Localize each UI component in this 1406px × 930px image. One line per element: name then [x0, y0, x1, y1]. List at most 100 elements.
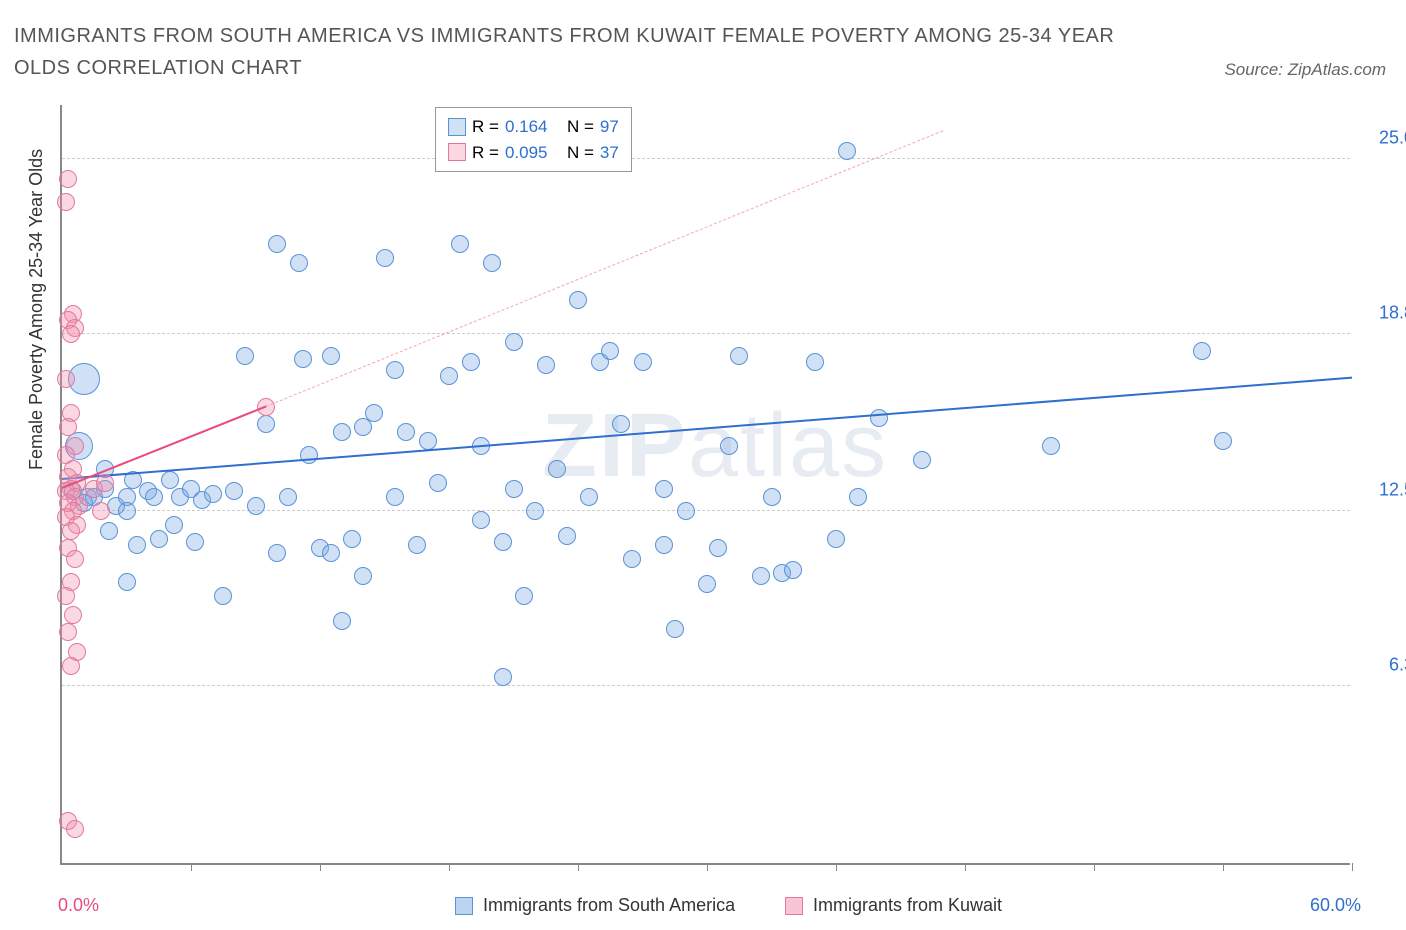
legend-r-value: 0.095 — [505, 140, 561, 166]
y-tick-label: 25.0% — [1360, 128, 1406, 149]
legend-swatch — [785, 897, 803, 915]
data-point — [268, 544, 286, 562]
chart-title: IMMIGRANTS FROM SOUTH AMERICA VS IMMIGRA… — [14, 20, 1134, 84]
x-tick — [1223, 863, 1224, 871]
data-point — [354, 567, 372, 585]
data-point — [204, 485, 222, 503]
data-point — [1214, 432, 1232, 450]
data-point — [322, 544, 340, 562]
x-tick — [1352, 863, 1353, 871]
legend-series-label: Immigrants from Kuwait — [813, 895, 1002, 916]
data-point — [128, 536, 146, 554]
data-point — [62, 325, 80, 343]
data-point — [118, 502, 136, 520]
watermark: ZIPatlas — [542, 395, 888, 498]
x-tick — [578, 863, 579, 871]
data-point — [429, 474, 447, 492]
x-axis-min-label: 0.0% — [58, 895, 99, 916]
data-point — [494, 668, 512, 686]
x-tick — [836, 863, 837, 871]
data-point — [62, 522, 80, 540]
data-point — [655, 480, 673, 498]
data-point — [913, 451, 931, 469]
trend-line — [62, 377, 1352, 480]
data-point — [451, 235, 469, 253]
legend-swatch — [455, 897, 473, 915]
data-point — [290, 254, 308, 272]
data-point — [247, 497, 265, 515]
plot-area: ZIPatlas 6.3%12.5%18.8%25.0% — [60, 105, 1350, 865]
data-point — [784, 561, 802, 579]
data-point — [752, 567, 770, 585]
data-point — [161, 471, 179, 489]
y-tick-label: 6.3% — [1360, 654, 1406, 675]
data-point — [322, 347, 340, 365]
gridline — [62, 158, 1350, 159]
legend-n-value: 37 — [600, 140, 619, 166]
y-axis-title: Female Poverty Among 25-34 Year Olds — [26, 149, 47, 470]
data-point — [720, 437, 738, 455]
data-point — [526, 502, 544, 520]
x-tick — [320, 863, 321, 871]
data-point — [462, 353, 480, 371]
gridline — [62, 333, 1350, 334]
data-point — [268, 235, 286, 253]
data-point — [601, 342, 619, 360]
data-point — [870, 409, 888, 427]
legend-r-value: 0.164 — [505, 114, 561, 140]
bottom-legend-item: Immigrants from Kuwait — [785, 895, 1002, 916]
source-label: Source: ZipAtlas.com — [1224, 60, 1386, 80]
data-point — [225, 482, 243, 500]
data-point — [558, 527, 576, 545]
legend-swatch — [448, 143, 466, 161]
data-point — [66, 820, 84, 838]
data-point — [397, 423, 415, 441]
data-point — [580, 488, 598, 506]
data-point — [59, 418, 77, 436]
data-point — [294, 350, 312, 368]
x-tick — [965, 863, 966, 871]
x-tick — [449, 863, 450, 871]
data-point — [494, 533, 512, 551]
data-point — [537, 356, 555, 374]
data-point — [1042, 437, 1060, 455]
data-point — [214, 587, 232, 605]
data-point — [145, 488, 163, 506]
data-point — [419, 432, 437, 450]
data-point — [300, 446, 318, 464]
data-point — [376, 249, 394, 267]
data-point — [386, 361, 404, 379]
data-point — [827, 530, 845, 548]
x-axis-max-label: 60.0% — [1310, 895, 1361, 916]
y-tick-label: 12.5% — [1360, 480, 1406, 501]
legend-n-label: N = — [567, 140, 594, 166]
data-point — [569, 291, 587, 309]
legend-r-label: R = — [472, 114, 499, 140]
x-tick — [191, 863, 192, 871]
gridline — [62, 685, 1350, 686]
data-point — [62, 657, 80, 675]
data-point — [806, 353, 824, 371]
legend-r-label: R = — [472, 140, 499, 166]
data-point — [548, 460, 566, 478]
data-point — [57, 370, 75, 388]
data-point — [118, 573, 136, 591]
data-point — [709, 539, 727, 557]
data-point — [333, 423, 351, 441]
data-point — [763, 488, 781, 506]
legend-stat-row: R =0.164N =97 — [448, 114, 619, 140]
data-point — [150, 530, 168, 548]
data-point — [408, 536, 426, 554]
data-point — [505, 480, 523, 498]
data-point — [96, 474, 114, 492]
legend-n-value: 97 — [600, 114, 619, 140]
legend-series-label: Immigrants from South America — [483, 895, 735, 916]
data-point — [623, 550, 641, 568]
data-point — [655, 536, 673, 554]
x-tick — [1094, 863, 1095, 871]
chart-container: IMMIGRANTS FROM SOUTH AMERICA VS IMMIGRA… — [0, 0, 1406, 930]
data-point — [66, 550, 84, 568]
data-point — [257, 415, 275, 433]
data-point — [515, 587, 533, 605]
data-point — [849, 488, 867, 506]
